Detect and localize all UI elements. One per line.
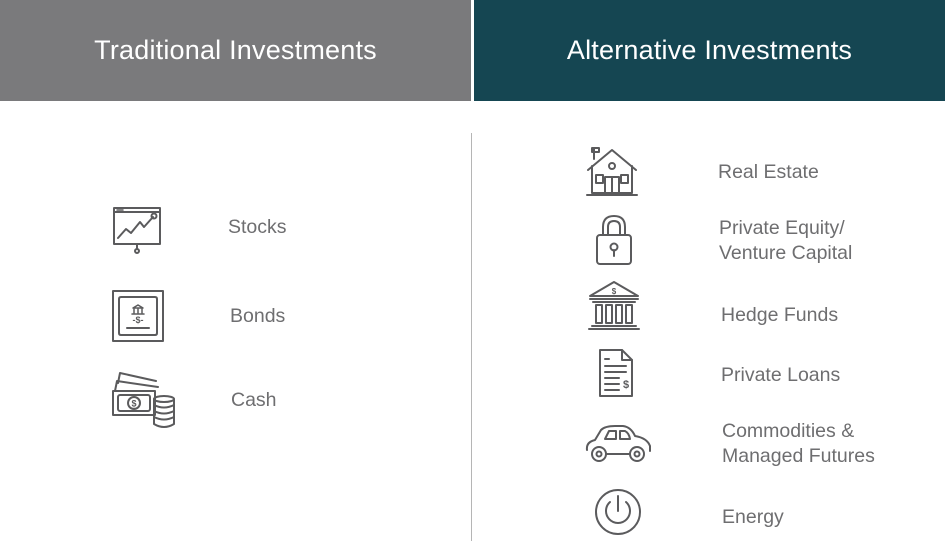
real-estate-label: Real Estate xyxy=(718,161,819,183)
column-divider xyxy=(471,133,472,541)
document-dollar-icon: $ xyxy=(597,347,635,399)
padlock-icon xyxy=(594,213,634,267)
chart-presentation-icon xyxy=(112,205,164,255)
svg-text:$: $ xyxy=(623,379,629,391)
traditional-investments-header: Traditional Investments xyxy=(0,0,471,101)
private-loans-label: Private Loans xyxy=(721,364,841,386)
svg-text:-$-: -$- xyxy=(133,315,144,325)
svg-text:$: $ xyxy=(131,399,136,409)
energy-label: Energy xyxy=(722,506,784,528)
bank-building-icon: $ xyxy=(587,279,641,333)
bond-certificate-icon: -$- xyxy=(111,289,165,343)
svg-text:$: $ xyxy=(612,287,617,296)
alternative-header-title: Alternative Investments xyxy=(566,35,853,65)
cash-label: Cash xyxy=(231,389,277,411)
commodities-label: Commodities & xyxy=(722,420,855,442)
car-icon xyxy=(583,424,653,466)
stocks-label: Stocks xyxy=(228,216,287,238)
bonds-label: Bonds xyxy=(230,305,286,327)
managed-futures-label: Managed Futures xyxy=(722,445,875,467)
power-icon xyxy=(593,487,643,537)
alternative-investments-header: Alternative Investments xyxy=(474,0,945,101)
house-icon xyxy=(585,146,639,198)
private-equity-label: Private Equity/ xyxy=(719,217,845,239)
hedge-funds-label: Hedge Funds xyxy=(721,304,839,326)
cash-coins-icon: $ xyxy=(110,369,178,431)
traditional-header-title: Traditional Investments xyxy=(94,35,377,65)
venture-capital-label: Venture Capital xyxy=(719,242,853,264)
